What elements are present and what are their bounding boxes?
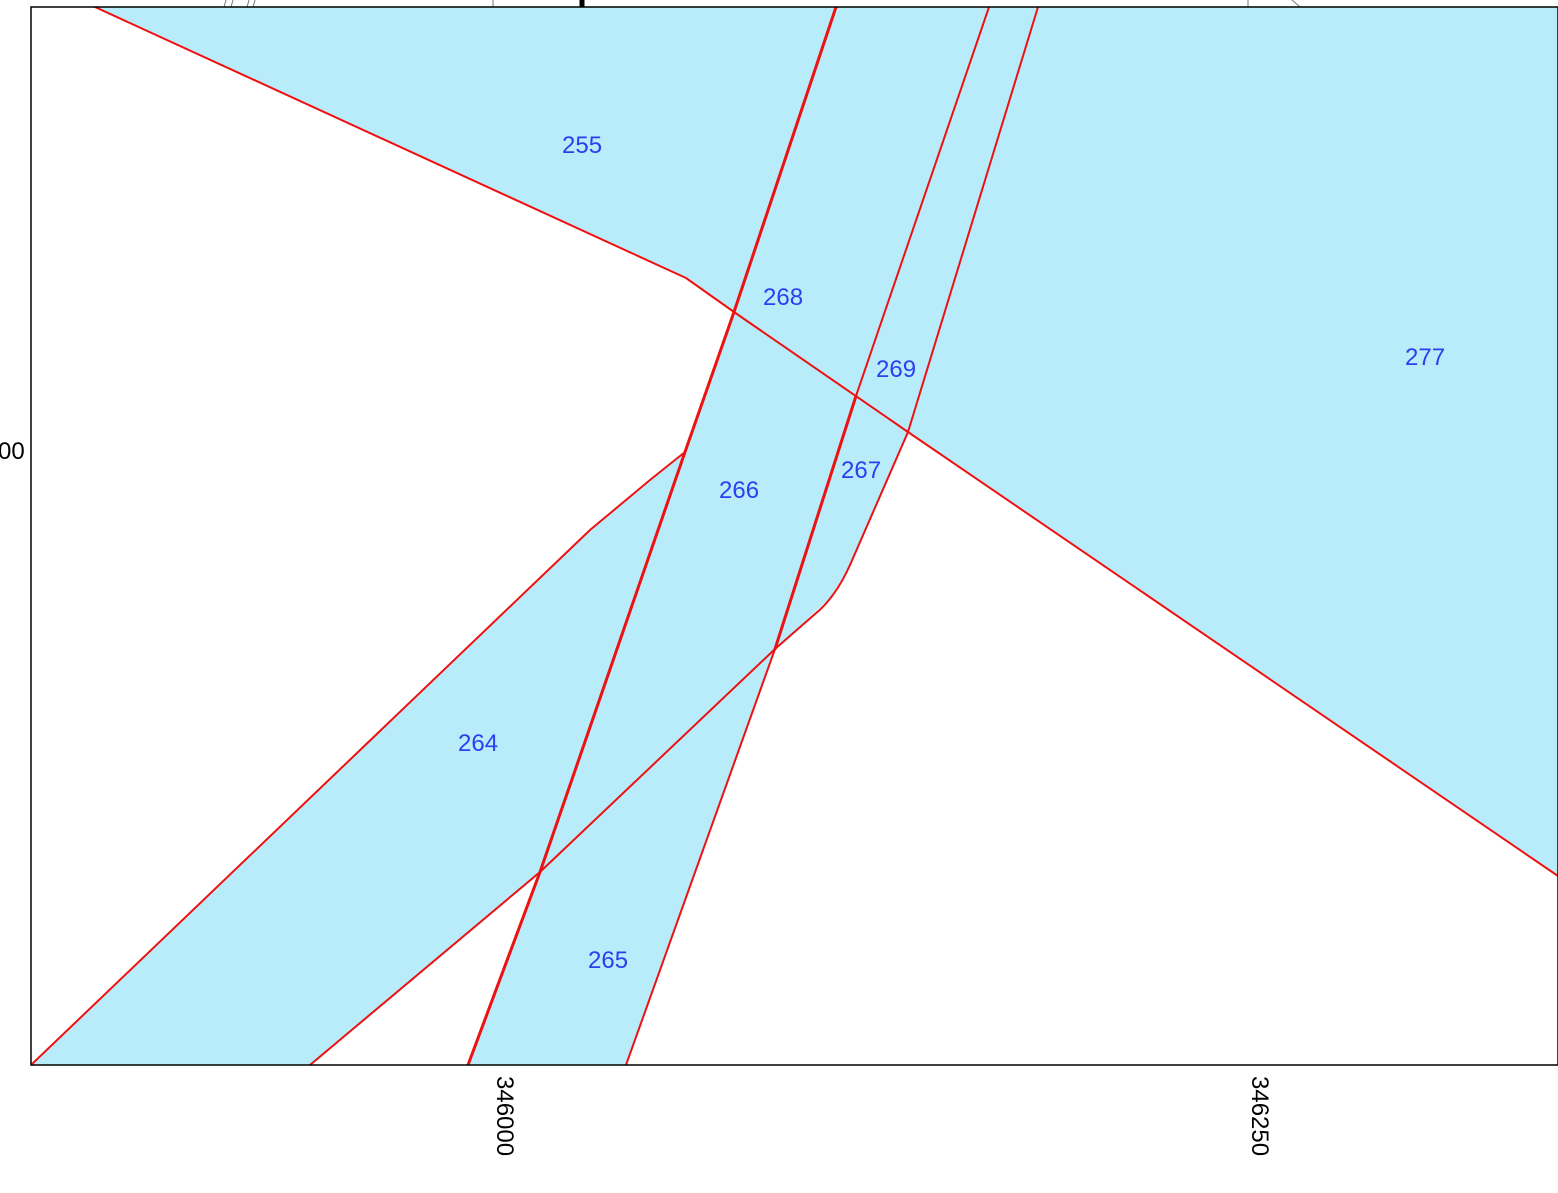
label-parcel-268: 268 [763, 284, 803, 311]
parcel-269-fill[interactable] [856, 7, 1038, 432]
label-parcel-264: 264 [458, 730, 498, 757]
grid-label-left: 00 [0, 438, 25, 465]
parcel-264[interactable] [31, 452, 685, 1065]
label-parcel-255: 255 [562, 132, 602, 159]
parcel-255[interactable] [95, 7, 836, 312]
parcel-267-fill[interactable] [775, 396, 908, 649]
parcel-277[interactable] [908, 7, 1558, 876]
inset-scale-label: Inset 1 Scale 1:250 [1372, 1070, 1552, 1093]
label-parcel-267: 267 [841, 457, 881, 484]
label-parcel-266: 266 [719, 477, 759, 504]
label-parcel-269: 269 [876, 356, 916, 383]
grid-label-346250: 346250 [1246, 1076, 1273, 1156]
parcel-boundaries [31, 7, 1558, 1065]
parcel-265[interactable] [468, 649, 775, 1065]
label-parcel-277: 277 [1405, 344, 1445, 371]
map-frame [30, 6, 1558, 1066]
parcel-266-fill[interactable] [540, 312, 856, 872]
context-lines [223, 0, 1301, 8]
parcel-268-fill[interactable] [734, 7, 989, 396]
grid-label-346000: 346000 [491, 1076, 518, 1156]
label-parcel-265: 265 [588, 947, 628, 974]
